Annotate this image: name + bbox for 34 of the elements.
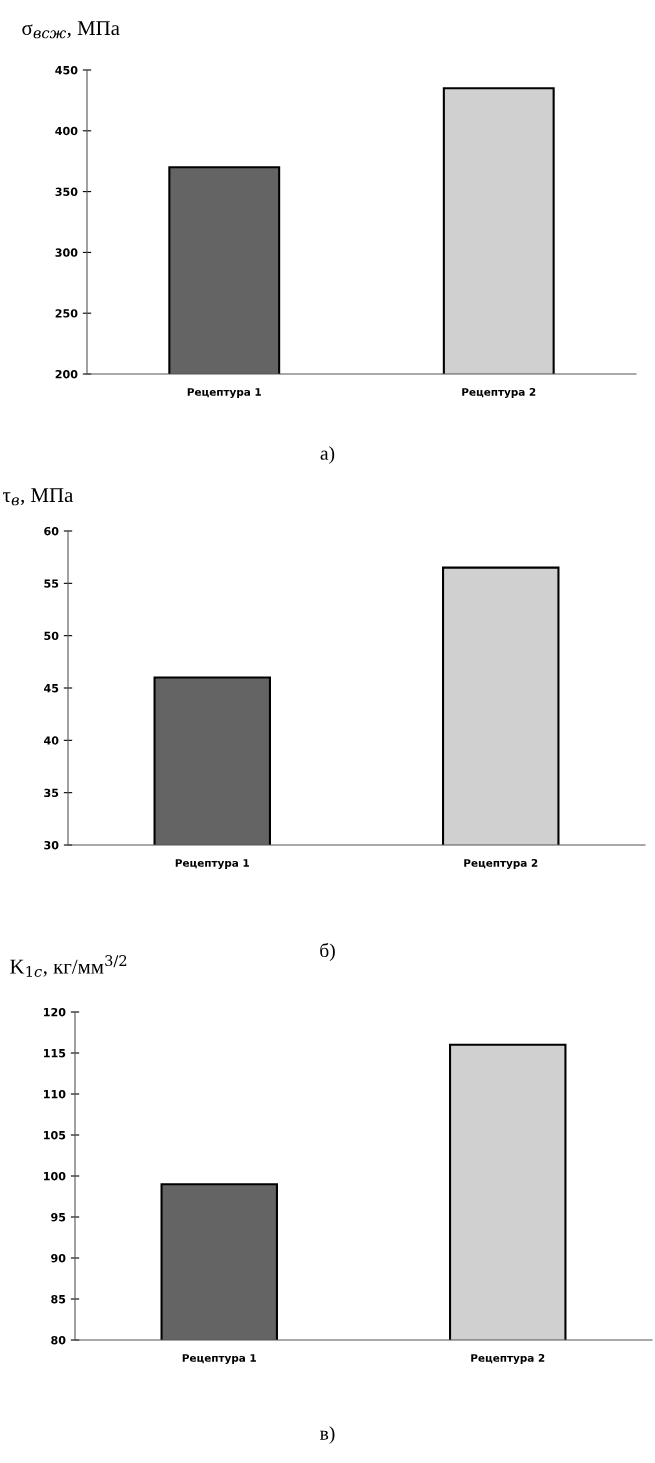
- y-tick-label: 350: [55, 187, 78, 196]
- y-tick-label: 55: [44, 579, 59, 588]
- y-tick-label: 100: [44, 1171, 66, 1181]
- x-tick-label: Рецептура 2: [464, 858, 538, 869]
- x-tick-label: Рецептура 2: [471, 1353, 545, 1364]
- y-tick-label: 50: [44, 631, 59, 641]
- text: в): [320, 1426, 335, 1444]
- y-tick-label: 400: [55, 126, 78, 136]
- text: а): [320, 446, 335, 464]
- y-axis-title: τ$_{в}$, МПа: [2, 488, 74, 506]
- y-tick-label: 40: [44, 736, 59, 745]
- y-tick-label: 45: [44, 684, 59, 693]
- x-tick-label: Рецептура 1: [182, 1354, 256, 1364]
- y-tick-label: 115: [44, 1049, 66, 1058]
- y-tick-label: 35: [44, 788, 59, 798]
- y-tick-label: 105: [44, 1130, 66, 1140]
- y-axis-title: σ$_{всж}$, МПа: [22, 21, 120, 39]
- y-tick-label: 200: [55, 369, 78, 379]
- x-tick-label: Рецептура 1: [187, 388, 261, 398]
- y-tick-label: 90: [51, 1253, 66, 1263]
- y-tick-label: 95: [51, 1212, 66, 1222]
- y-tick-label: 85: [51, 1294, 66, 1304]
- x-tick-label: Рецептура 2: [462, 387, 536, 398]
- y-tick-label: 250: [55, 309, 78, 318]
- y-tick-label: 300: [55, 248, 78, 257]
- y-tick-label: 110: [44, 1089, 66, 1099]
- y-tick-label: 30: [44, 840, 59, 850]
- x-tick-label: Рецептура 1: [175, 859, 249, 869]
- y-tick-label: 80: [51, 1335, 66, 1345]
- y-tick-label: 120: [44, 1007, 66, 1017]
- y-tick-label: 60: [44, 526, 59, 536]
- y-tick-label: 450: [55, 65, 78, 75]
- text: б): [320, 942, 335, 962]
- y-axis-title: K$_{1c}$, кг/мм$^{3/2}$: [10, 955, 127, 977]
